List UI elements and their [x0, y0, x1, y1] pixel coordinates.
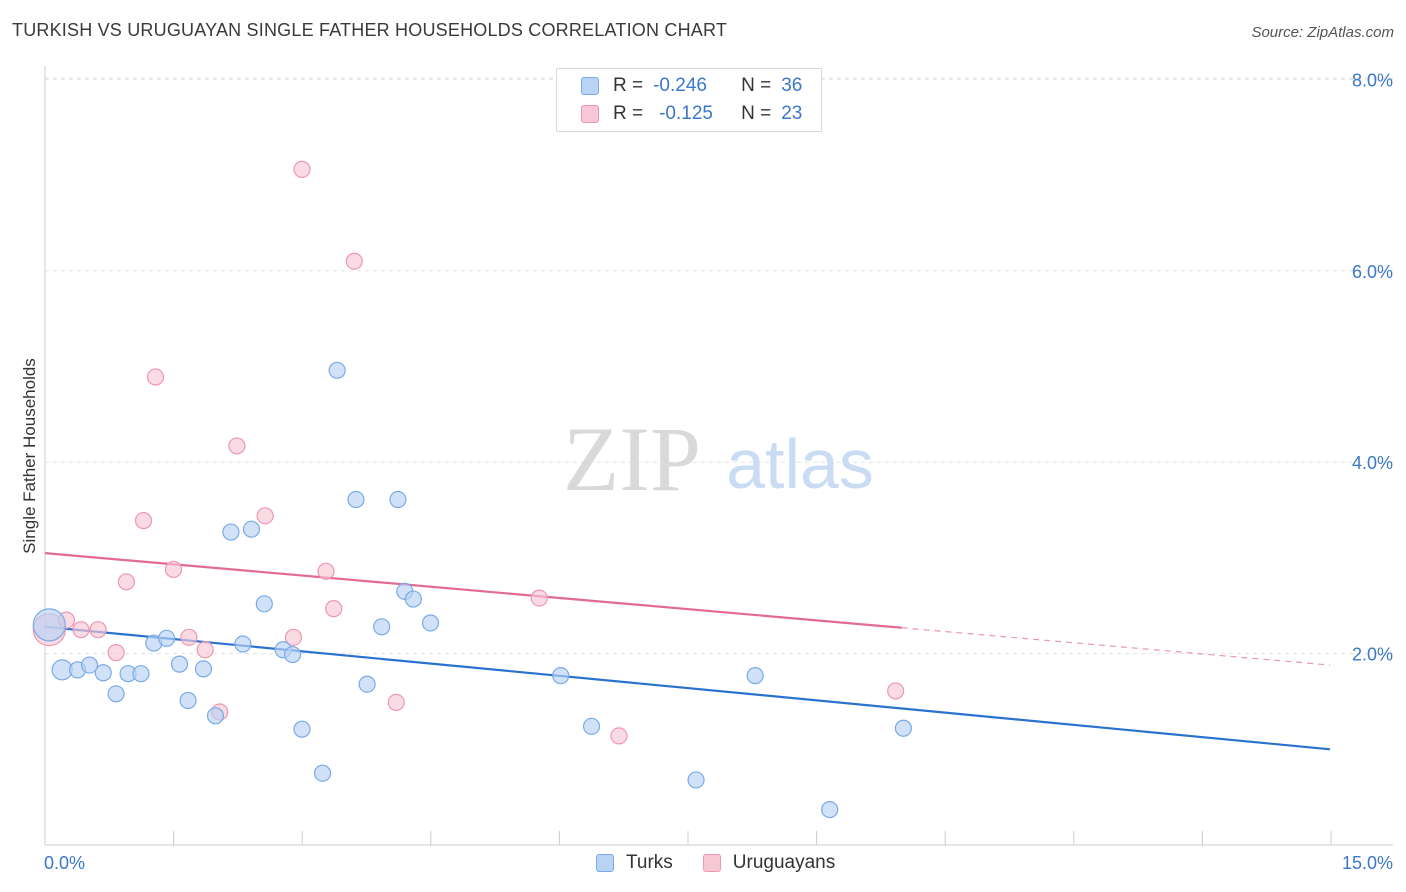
uruguayans-swatch: [581, 105, 599, 123]
turks-point: [687, 771, 705, 789]
turks-point: [132, 665, 150, 683]
turks-point: [389, 490, 407, 509]
turks-swatch: [581, 77, 599, 95]
uruguayans-legend-label: Uruguayans: [732, 852, 836, 873]
uruguayans-point: [164, 560, 183, 578]
turks-point: [158, 629, 176, 647]
uruguayans-point: [345, 252, 363, 270]
zipatlas-watermark: ZIP atlas: [563, 408, 874, 510]
turks-legend-label: Turks: [626, 852, 673, 873]
turks-point: [107, 685, 125, 703]
legend-item-turks: Turks: [596, 852, 673, 874]
uruguayans-point: [89, 621, 107, 639]
turks-point: [32, 608, 66, 642]
turks-point: [421, 614, 440, 632]
y-tick-label: 2.0%: [1352, 645, 1393, 665]
turks-point: [582, 717, 601, 735]
turks-point: [404, 590, 422, 608]
trend-lines: [44, 552, 1331, 751]
x-tick-label-max: 15.0%: [1342, 853, 1393, 873]
uruguayans-point: [325, 600, 343, 618]
uruguayans-point: [117, 573, 135, 591]
r-label: R =: [613, 75, 644, 96]
turks-point: [894, 719, 912, 737]
turks-point: [170, 655, 189, 673]
correlation-legend: R = -0.246 N = 36 R = -0.125 N = 23: [556, 68, 822, 132]
series-legend: Turks Uruguayans: [596, 852, 865, 874]
watermark-zip: ZIP: [563, 408, 701, 510]
uruguayans-point: [146, 368, 165, 386]
uruguayans-point: [180, 628, 198, 646]
turks-point: [313, 764, 332, 782]
turks-point: [283, 645, 302, 664]
gridlines: [45, 77, 1393, 655]
y-tick-label: 6.0%: [1352, 262, 1393, 282]
r-label: R =: [613, 103, 644, 124]
legend-row-uruguayans: R = -0.125 N = 23: [581, 101, 802, 127]
turks-point: [206, 707, 225, 725]
data-points: [32, 160, 912, 819]
uruguayans-point: [317, 562, 335, 580]
y-tick-label: 4.0%: [1352, 453, 1393, 473]
uruguayans-point: [107, 644, 125, 662]
n-label: N =: [741, 75, 772, 96]
uruguayans-point: [293, 160, 311, 178]
turks-point: [746, 667, 764, 685]
turks-point: [94, 664, 112, 682]
turks-legend-swatch: [596, 854, 614, 872]
uruguayans-trend-extension: [901, 627, 1331, 666]
turks-point: [222, 523, 240, 541]
y-tick-label: 8.0%: [1352, 70, 1393, 90]
chart-title: TURKISH VS URUGUAYAN SINGLE FATHER HOUSE…: [12, 20, 728, 40]
uruguayans-point: [256, 507, 274, 525]
uruguayans-point: [134, 511, 153, 530]
turks-r-value: -0.246: [653, 75, 707, 96]
uruguayans-point: [887, 682, 905, 700]
turks-point: [293, 720, 311, 738]
turks-trend-line: [44, 625, 1331, 751]
turks-point: [328, 361, 346, 379]
uruguayans-r-value: -0.125: [659, 103, 713, 124]
legend-item-uruguayans: Uruguayans: [702, 852, 836, 874]
uruguayans-point: [284, 628, 303, 646]
uruguayans-point: [387, 693, 405, 712]
uruguayans-point: [72, 621, 90, 639]
uruguayans-point: [196, 641, 214, 659]
turks-point: [255, 595, 273, 613]
x-tick-label-min: 0.0%: [44, 853, 85, 873]
turks-point: [373, 618, 391, 636]
turks-point: [821, 800, 839, 819]
y-axis-label: Single Father Households: [20, 358, 39, 554]
uruguayans-point: [228, 437, 246, 455]
tick-labels: 2.0% 4.0% 6.0% 8.0% 0.0% 15.0%: [44, 70, 1393, 873]
turks-point: [194, 660, 213, 678]
turks-point: [358, 675, 376, 693]
turks-point: [179, 691, 197, 710]
turks-point: [234, 635, 252, 653]
turks-n-value: 36: [781, 75, 803, 96]
source-credit: Source: ZipAtlas.com: [1251, 24, 1394, 41]
axes: [44, 66, 1393, 846]
uruguayans-legend-swatch: [702, 854, 721, 872]
turks-point: [552, 667, 570, 685]
legend-row-turks: R = -0.246 N = 36: [581, 73, 802, 99]
uruguayans-point: [530, 589, 548, 607]
turks-point: [347, 490, 365, 509]
uruguayans-trend-line: [44, 552, 902, 629]
turks-point: [242, 520, 261, 538]
uruguayans-n-value: 23: [781, 103, 803, 124]
n-label: N =: [741, 103, 772, 124]
uruguayans-point: [610, 727, 628, 745]
turks-point: [80, 656, 99, 674]
watermark-atlas: atlas: [726, 425, 874, 503]
